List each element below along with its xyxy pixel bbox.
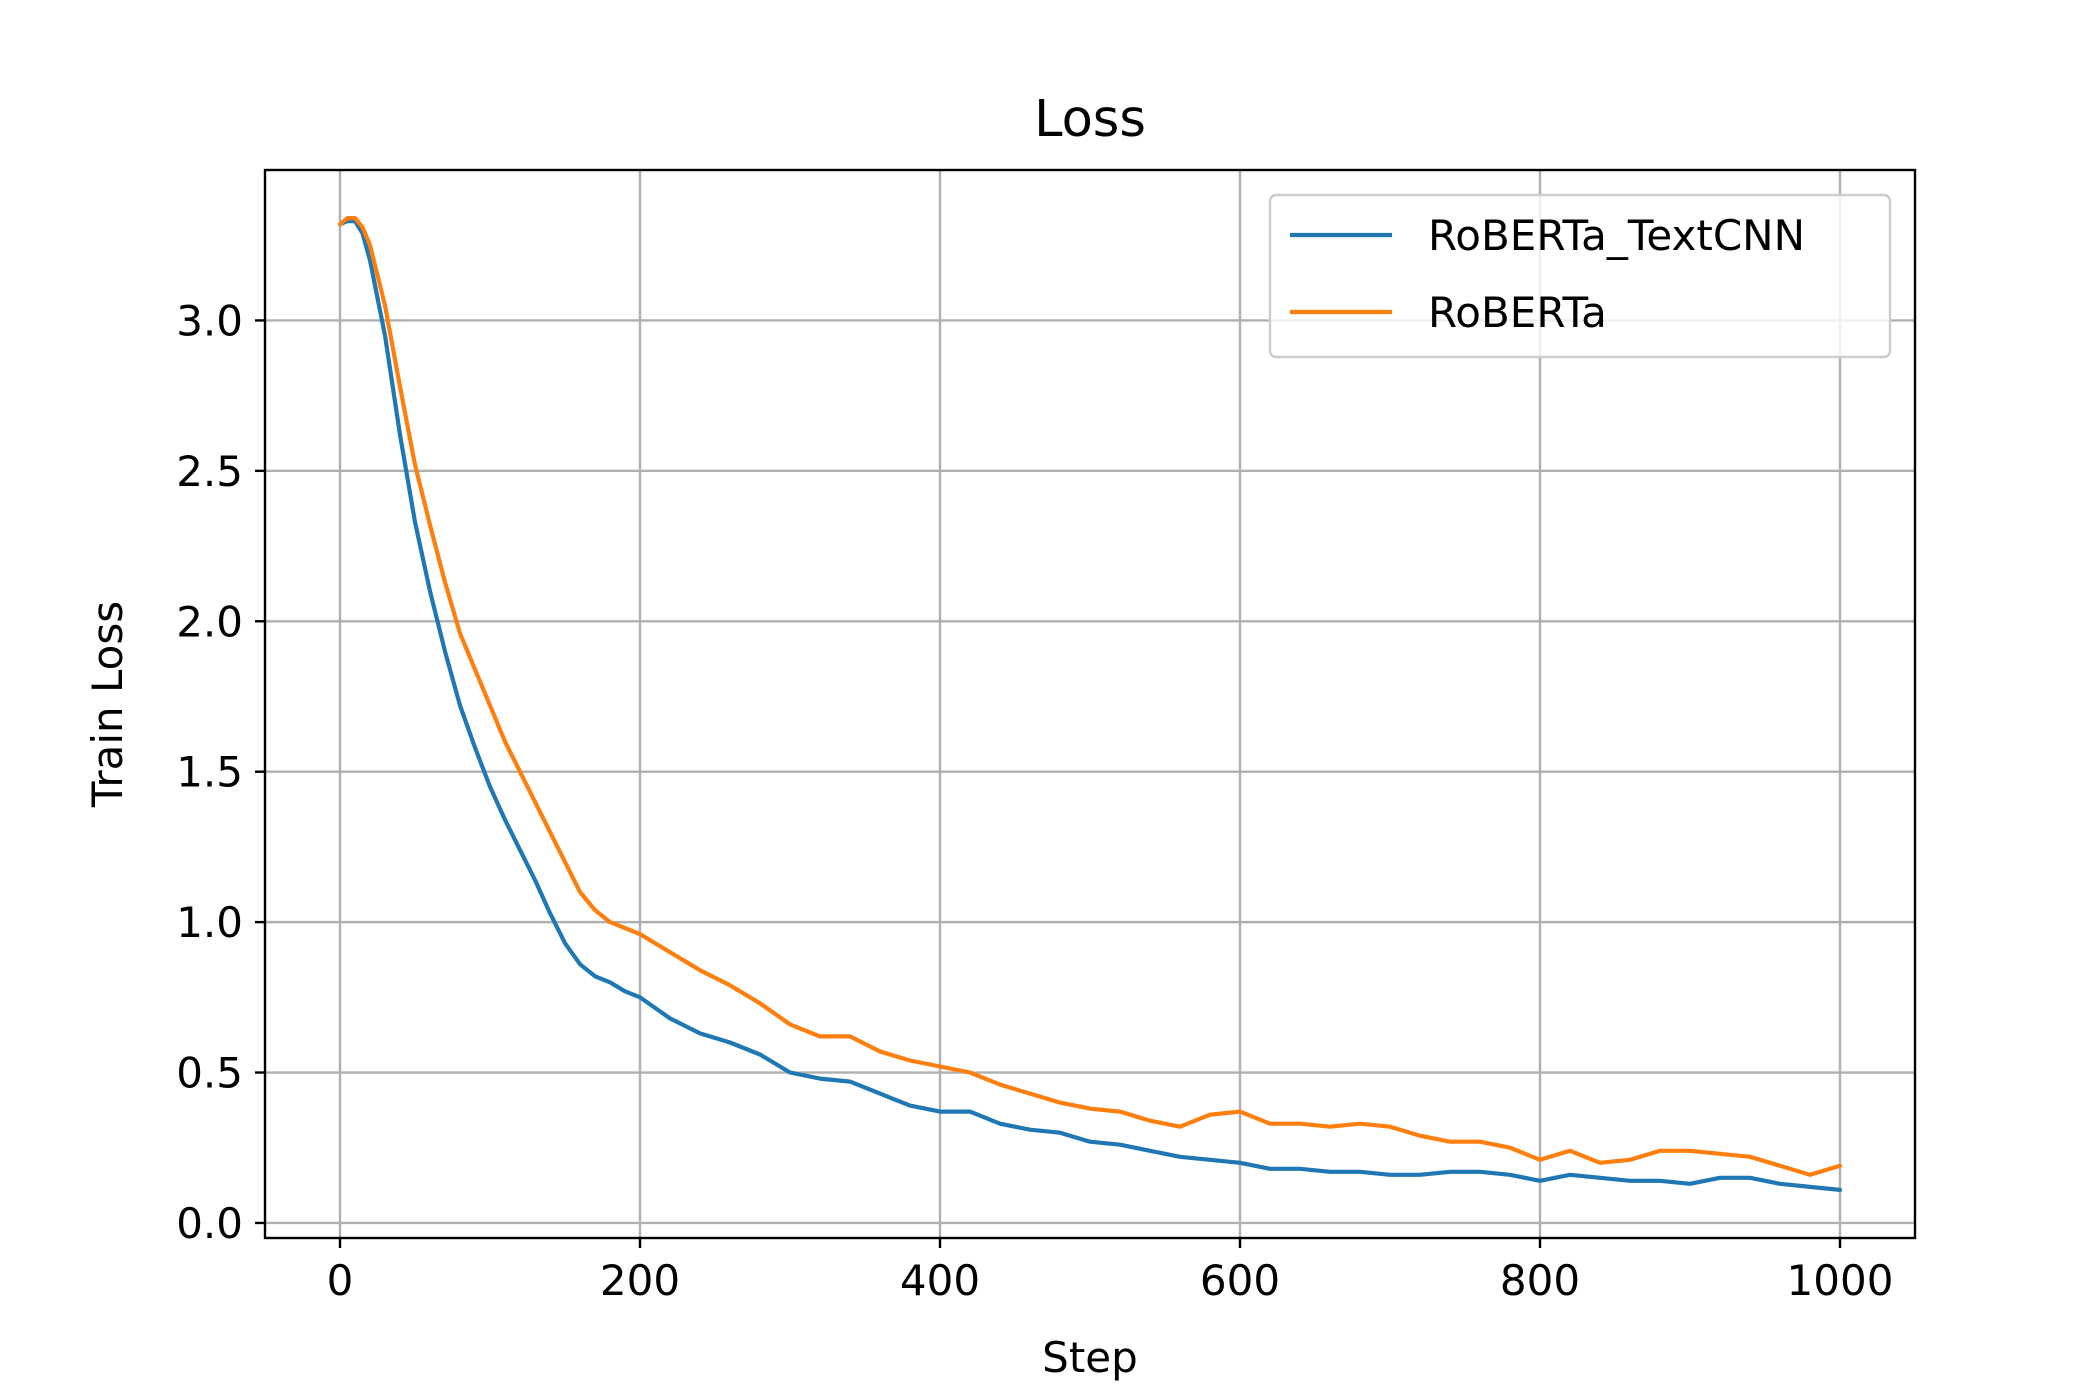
legend-box	[1268, 193, 1892, 359]
x-tick-label: 400	[900, 1256, 980, 1305]
y-tick-label: 1.0	[176, 898, 243, 947]
y-tick-label: 2.0	[176, 597, 243, 646]
y-tick-label: 1.5	[176, 748, 243, 797]
axis-ticks: 0 200 400 600 800 1000 0.0 0.5 1.0 1.5 2.0 2.5 3.0	[176, 296, 1893, 1305]
y-tick-label: 2.5	[176, 447, 243, 496]
legend-label-0: RoBERTa_TextCNN	[1428, 211, 1805, 260]
y-tick-label: 0.0	[176, 1199, 243, 1248]
y-tick-label: 3.0	[176, 296, 243, 345]
x-tick-label: 0	[327, 1256, 354, 1305]
y-axis-label: Train Loss	[83, 601, 132, 808]
plot-frame	[263, 168, 1917, 1240]
series-line-1	[337, 216, 1843, 1177]
y-tick-label: 0.5	[176, 1049, 243, 1098]
x-tick-label: 600	[1200, 1256, 1280, 1305]
legend-label-1: RoBERTa	[1428, 288, 1607, 337]
x-axis-label: Step	[1042, 1333, 1138, 1382]
series-line-0	[337, 219, 1843, 1192]
x-tick-label: 200	[600, 1256, 680, 1305]
grid-lines	[265, 170, 1915, 1238]
series-lines	[337, 216, 1843, 1192]
x-tick-label: 1000	[1787, 1256, 1894, 1305]
legend: RoBERTa_TextCNN RoBERTa	[1268, 193, 1892, 359]
x-tick-label: 800	[1500, 1256, 1580, 1305]
chart-title: Loss	[1034, 90, 1146, 149]
